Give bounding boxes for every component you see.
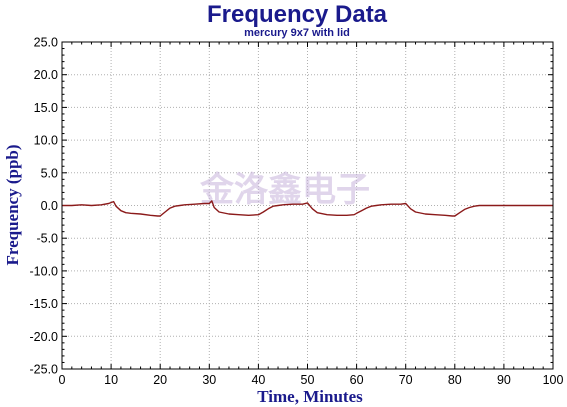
- y-tick-label: 25.0: [34, 36, 58, 50]
- frequency-series-line: [62, 200, 553, 217]
- y-tick-label: -25.0: [30, 363, 59, 377]
- grid-lines: [62, 42, 553, 369]
- plot-frame: [61, 41, 554, 370]
- x-tick-label: 0: [59, 373, 66, 387]
- x-tick-label: 40: [251, 373, 265, 387]
- x-axis-label: Time, Minutes: [257, 387, 363, 406]
- x-tick-label: 90: [497, 373, 511, 387]
- x-tick-label: 50: [301, 373, 315, 387]
- y-tick-label: 20.0: [34, 68, 58, 82]
- y-tick-label: 5.0: [41, 166, 58, 180]
- x-tick-label: 60: [350, 373, 364, 387]
- y-axis-label: Frequency (ppb): [3, 144, 22, 265]
- y-tick-label: 10.0: [34, 134, 58, 148]
- x-tick-label: 100: [543, 373, 564, 387]
- x-tick-label: 70: [399, 373, 413, 387]
- y-tick-label: -20.0: [30, 330, 59, 344]
- x-tick-labels: 0 10 20 30 40 50 60 70 80 90 100: [59, 373, 564, 387]
- y-tick-label: -15.0: [30, 297, 59, 311]
- watermark-text: 金洛鑫电子: [199, 170, 370, 209]
- y-tick-label: 15.0: [34, 101, 58, 115]
- y-tick-labels: -25.0 -20.0 -15.0 -10.0 -5.0 0.0 5.0 10.0 15.0 20…: [30, 36, 59, 377]
- x-tick-label: 10: [104, 373, 118, 387]
- x-tick-label: 80: [448, 373, 462, 387]
- x-tick-label: 20: [153, 373, 167, 387]
- y-tick-label: -5.0: [36, 232, 58, 246]
- y-tick-label: 0.0: [41, 199, 58, 213]
- chart-subtitle: mercury 9x7 with lid: [244, 27, 350, 39]
- x-tick-label: 30: [202, 373, 216, 387]
- y-tick-label: -10.0: [30, 264, 59, 278]
- chart-title: Frequency Data: [207, 1, 388, 28]
